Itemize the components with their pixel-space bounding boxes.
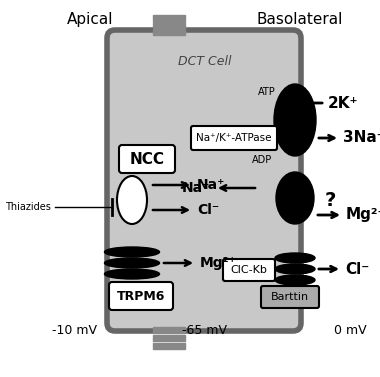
Ellipse shape [105,269,160,279]
FancyBboxPatch shape [223,259,275,281]
Bar [153,327,185,333]
Text: -65 mV: -65 mV [182,323,228,337]
Bar [153,29,185,35]
Ellipse shape [276,172,314,224]
Ellipse shape [105,258,160,268]
Text: ADP: ADP [252,155,272,165]
Text: 2K⁺: 2K⁺ [328,95,358,110]
Ellipse shape [105,247,160,257]
Text: Mg²⁺: Mg²⁺ [200,256,237,270]
Text: Na⁺: Na⁺ [182,181,210,195]
Text: Cl⁻: Cl⁻ [345,262,369,276]
Text: DCT Cell: DCT Cell [178,55,232,68]
Text: Apical: Apical [67,12,113,27]
Text: Mg²⁺: Mg²⁺ [346,207,380,222]
Ellipse shape [275,264,315,274]
Text: ?: ? [324,190,336,210]
Text: ATP: ATP [258,87,276,97]
Text: NCC: NCC [130,152,165,167]
Ellipse shape [117,176,147,224]
Ellipse shape [275,275,315,285]
Text: 3Na⁺: 3Na⁺ [343,130,380,146]
Text: 0 mV: 0 mV [334,323,366,337]
Text: Barttin: Barttin [271,292,309,302]
Text: Na⁺/K⁺-ATPase: Na⁺/K⁺-ATPase [196,133,272,143]
Text: Basolateral: Basolateral [257,12,343,27]
Text: Cl⁻: Cl⁻ [197,203,219,217]
Bar [153,15,185,21]
FancyBboxPatch shape [107,30,301,331]
Ellipse shape [274,84,316,156]
Ellipse shape [275,253,315,263]
Bar [153,22,185,28]
Bar [153,335,185,341]
Text: Thiazides: Thiazides [5,202,51,212]
FancyBboxPatch shape [191,126,277,150]
Text: -10 mV: -10 mV [52,323,98,337]
Text: TRPM6: TRPM6 [117,290,165,302]
Text: Na⁺: Na⁺ [197,178,225,192]
FancyBboxPatch shape [261,286,319,308]
Bar [153,343,185,349]
FancyBboxPatch shape [119,145,175,173]
FancyBboxPatch shape [109,282,173,310]
Text: ClC-Kb: ClC-Kb [231,265,268,275]
